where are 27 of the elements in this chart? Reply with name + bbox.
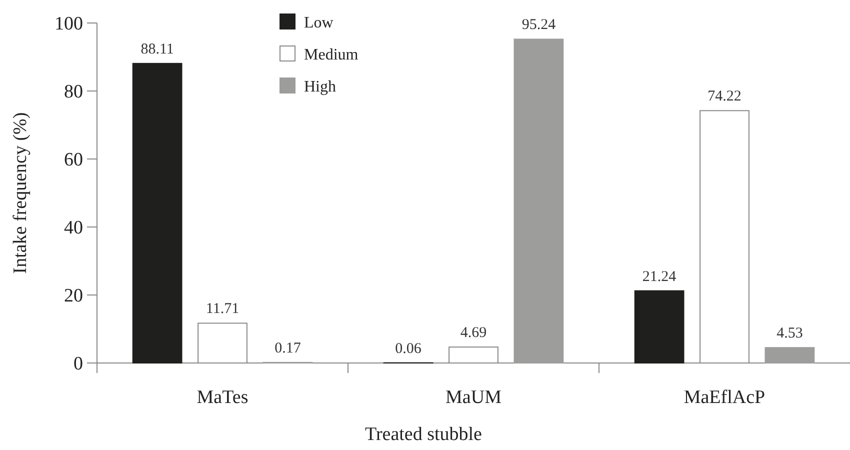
y-tick-label: 60	[64, 150, 83, 171]
y-tick-label: 80	[64, 82, 83, 103]
y-axis-title: Intake frequency (%)	[10, 112, 31, 274]
bar	[132, 62, 182, 364]
x-tick-label: MaUM	[446, 387, 502, 408]
data-label: 0.06	[395, 340, 422, 357]
y-tick-label: 100	[54, 14, 83, 35]
data-label: 4.53	[776, 326, 803, 342]
data-label: 0.17	[274, 340, 302, 356]
data-label: 74.22	[708, 88, 742, 105]
bar	[514, 38, 564, 364]
x-tick-label: MaEflAcP	[684, 387, 766, 408]
legend-label: High	[304, 78, 336, 96]
data-label: 88.11	[140, 41, 174, 58]
data-label: 4.69	[460, 325, 487, 342]
y-tick-label: 0	[74, 354, 83, 375]
x-axis-title: Treated stubble	[365, 424, 482, 445]
legend-label: Low	[304, 14, 334, 32]
data-label: 95.24	[522, 17, 556, 34]
bar	[764, 347, 815, 364]
y-tick-label: 40	[64, 218, 83, 239]
legend-label: Medium	[304, 46, 359, 64]
data-label: 11.71	[206, 301, 240, 318]
bar	[634, 290, 684, 364]
y-tick-label: 20	[64, 286, 83, 307]
x-tick-label: MaTes	[196, 387, 248, 408]
data-label: 21.24	[642, 268, 677, 285]
